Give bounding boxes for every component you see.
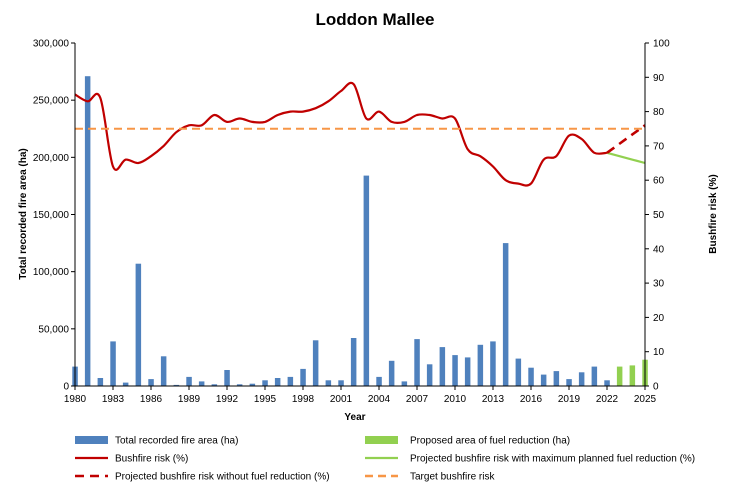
y-left-tick-label-5: 250,000 — [33, 96, 70, 107]
fire-area-bar-2008 — [426, 364, 433, 386]
fire-area-bar-2003 — [363, 175, 370, 386]
y-left-tick-label-4: 200,000 — [33, 153, 70, 164]
x-tick-label-1998: 1998 — [292, 394, 315, 405]
y-left-tick-label-0: 0 — [63, 382, 69, 393]
y-right-tick-label-1: 10 — [653, 347, 665, 358]
y-right-tick-label-2: 20 — [653, 313, 665, 324]
fire-area-bar-2000 — [325, 380, 332, 386]
fire-area-bar-2019 — [566, 379, 572, 386]
fire-area-bar-2021 — [591, 366, 598, 386]
x-tick-label-1986: 1986 — [140, 394, 163, 405]
y-right-tick-label-5: 50 — [653, 210, 665, 221]
y-right-tick-label-4: 40 — [653, 244, 665, 255]
fire-area-bar-1999 — [312, 340, 319, 386]
fire-area-bar-1984 — [122, 382, 129, 386]
fire-area-bar-2020 — [578, 372, 585, 386]
fire-area-bar-2016 — [528, 367, 534, 386]
fire-area-bar-1988 — [173, 384, 180, 386]
legend-label-1: Proposed area of fuel reduction (ha) — [410, 436, 570, 447]
chart-title: Loddon Mallee — [316, 10, 435, 29]
legend-label-2: Bushfire risk (%) — [115, 454, 188, 465]
y-right-tick-label-8: 80 — [653, 107, 665, 118]
y-axis-left-title: Total recorded fire area (ha) — [18, 148, 29, 280]
y-left-tick-label-1: 50,000 — [38, 324, 69, 335]
y-right-tick-label-7: 70 — [653, 141, 665, 152]
x-tick-label-2016: 2016 — [520, 394, 543, 405]
fire-area-bar-2010 — [452, 355, 458, 386]
fire-area-bar-2015 — [515, 358, 522, 386]
lines-layer — [74, 81, 646, 187]
legend: Total recorded fire area (ha) Proposed ar… — [75, 436, 695, 483]
y-right-tick-label-6: 60 — [653, 176, 665, 187]
y-right-tick-label-10: 100 — [653, 39, 670, 50]
projected-risk-with-fuel-reduction-line — [606, 151, 646, 165]
projected-risk-without-fuel-reduction-line — [606, 124, 646, 154]
fire-area-bar-1991 — [211, 384, 218, 386]
fire-area-bar-1998 — [300, 368, 306, 386]
x-tick-label-2007: 2007 — [406, 394, 429, 405]
x-tick-label-2013: 2013 — [482, 394, 505, 405]
legend-label-5: Target bushfire risk — [410, 472, 495, 483]
bushfire-risk-line — [74, 81, 608, 187]
x-tick-label-2004: 2004 — [368, 394, 391, 405]
legend-swatch-1 — [365, 436, 398, 444]
fire-area-bar-2002 — [350, 338, 357, 386]
fire-area-bar-1982 — [97, 378, 104, 386]
fire-area-bar-1989 — [186, 376, 192, 386]
bars-layer — [72, 76, 648, 386]
fire-area-bar-2018 — [553, 371, 560, 386]
x-tick-label-2022: 2022 — [596, 394, 619, 405]
y-right-tick-label-3: 30 — [653, 279, 665, 290]
fire-area-bar-2022 — [604, 380, 610, 386]
legend-label-4: Projected bushfire risk without fuel red… — [115, 472, 330, 483]
x-tick-label-1995: 1995 — [254, 394, 277, 405]
fire-area-bar-1981 — [84, 76, 91, 386]
fire-area-bar-1997 — [287, 376, 294, 386]
fire-area-bar-1985 — [135, 263, 142, 386]
y-right-tick-label-9: 90 — [653, 73, 665, 84]
fire-area-bar-2004 — [376, 376, 382, 386]
x-tick-label-1992: 1992 — [216, 394, 239, 405]
y-left-tick-label-6: 300,000 — [33, 39, 70, 50]
fire-area-bar-2013 — [490, 341, 496, 386]
y-left-tick-label-2: 100,000 — [33, 267, 70, 278]
x-tick-label-1980: 1980 — [64, 394, 87, 405]
fire-area-bar-1995 — [262, 380, 268, 386]
x-tick-label-2025: 2025 — [634, 394, 657, 405]
fire-area-bar-2017 — [540, 374, 547, 386]
axes-layer: 1980 1983 1986 1989 1992 1995 1998 2001 2004 2007… — [33, 39, 670, 406]
x-tick-label-1983: 1983 — [102, 394, 125, 405]
y-axis-right-title: Bushfire risk (%) — [708, 174, 719, 253]
fire-area-bar-2006 — [401, 381, 408, 386]
fire-area-bar-1986 — [148, 379, 154, 386]
fire-area-bar-2014 — [502, 243, 509, 386]
fire-area-bar-2011 — [464, 357, 471, 386]
y-right-tick-label-0: 0 — [653, 382, 659, 393]
fuel-reduction-bar-2024 — [629, 365, 636, 386]
fire-area-bar-2005 — [388, 360, 395, 386]
fire-area-bar-1994 — [249, 383, 256, 386]
x-tick-label-2010: 2010 — [444, 394, 467, 405]
x-tick-label-2019: 2019 — [558, 394, 581, 405]
fire-area-bar-1983 — [110, 341, 116, 386]
x-tick-label-1989: 1989 — [178, 394, 201, 405]
fuel-reduction-bar-2023 — [616, 366, 623, 386]
fire-area-bar-2012 — [477, 344, 484, 386]
x-tick-label-2001: 2001 — [330, 394, 353, 405]
legend-label-0: Total recorded fire area (ha) — [115, 436, 238, 447]
legend-swatch-0 — [75, 436, 108, 444]
fire-area-bar-2001 — [338, 380, 344, 386]
fire-area-bar-1990 — [198, 381, 205, 386]
x-axis-title: Year — [344, 412, 365, 423]
fire-area-bar-1993 — [236, 384, 243, 386]
fire-area-bar-1996 — [274, 378, 281, 386]
fire-area-bar-2007 — [414, 339, 420, 386]
y-left-tick-label-3: 150,000 — [33, 210, 70, 221]
fire-area-bar-1992 — [224, 370, 230, 386]
fire-area-bar-1987 — [160, 356, 167, 386]
fire-area-bar-2009 — [439, 347, 446, 386]
legend-label-3: Projected bushfire risk with maximum pla… — [410, 454, 695, 465]
